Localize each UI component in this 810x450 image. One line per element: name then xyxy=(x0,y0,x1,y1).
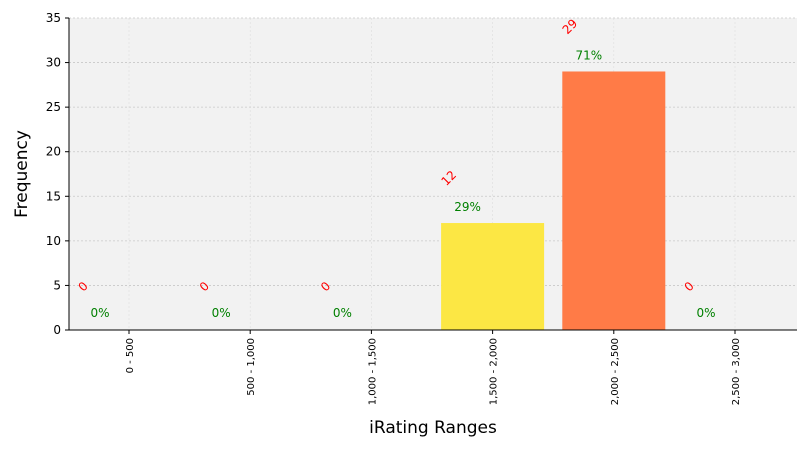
x-tick-label: 2,000 - 2,500 xyxy=(610,338,621,405)
percent-label: 0% xyxy=(333,306,352,320)
plot-area xyxy=(69,18,797,330)
bar xyxy=(441,223,545,330)
bar xyxy=(562,71,666,330)
grid xyxy=(69,17,797,331)
percent-label: 71% xyxy=(575,48,602,62)
y-axis-ticks: 0 5 10 15 20 25 30 35 xyxy=(46,11,69,337)
y-tick-label: 35 xyxy=(46,11,61,25)
percent-label: 0% xyxy=(90,306,109,320)
x-tick-label: 0 - 500 xyxy=(125,338,136,373)
y-tick-label: 20 xyxy=(46,145,61,159)
y-axis-title: Frequency xyxy=(12,130,32,218)
x-axis-ticks: 0 - 500 500 - 1,000 1,000 - 1,500 1,500 - 2… xyxy=(125,330,742,405)
x-tick-label: 500 - 1,000 xyxy=(246,338,257,396)
x-tick-label: 1,000 - 1,500 xyxy=(367,338,378,405)
x-tick-label: 2,500 - 3,000 xyxy=(731,338,742,405)
y-tick-label: 5 xyxy=(53,278,61,292)
y-tick-label: 10 xyxy=(46,234,61,248)
x-axis-title: iRating Ranges xyxy=(369,418,497,438)
y-tick-label: 30 xyxy=(46,56,61,70)
percent-label: 0% xyxy=(696,306,715,320)
y-tick-label: 15 xyxy=(46,189,61,203)
bars xyxy=(441,71,666,330)
percent-label: 0% xyxy=(212,306,231,320)
y-tick-label: 0 xyxy=(53,323,61,337)
y-tick-label: 25 xyxy=(46,100,61,114)
percent-label: 29% xyxy=(454,200,481,214)
x-tick-label: 1,500 - 2,000 xyxy=(489,338,500,405)
